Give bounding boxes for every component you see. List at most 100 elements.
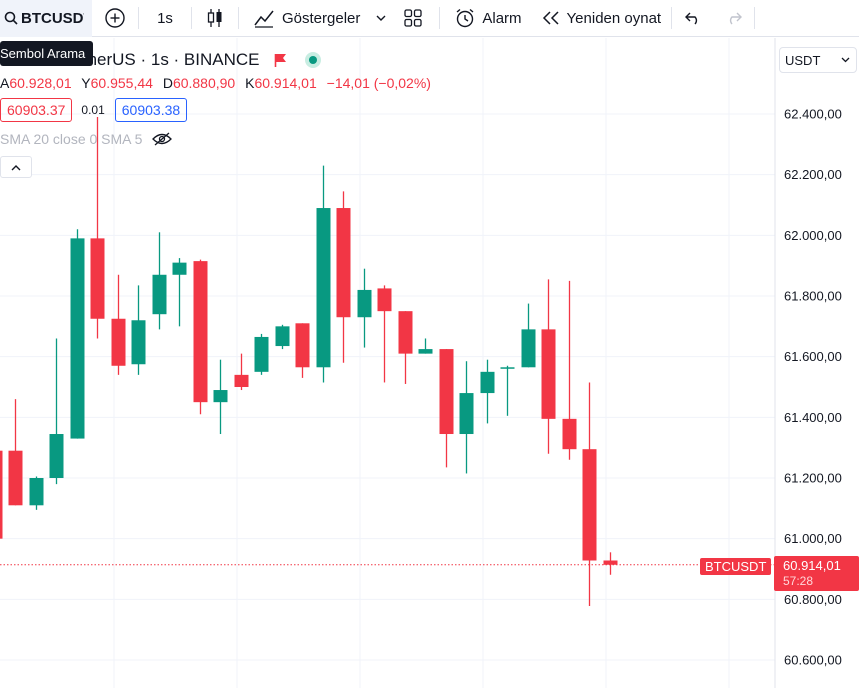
divider (439, 7, 441, 29)
high-value: 60.955,44 (90, 75, 153, 91)
indicators-button[interactable]: Göstergeler (239, 0, 366, 37)
candle[interactable] (562, 280, 577, 460)
undo-button[interactable] (672, 0, 714, 37)
candle[interactable] (521, 303, 536, 368)
indicators-dropdown-button[interactable] (366, 0, 396, 37)
candle[interactable] (172, 258, 187, 327)
candle[interactable] (90, 117, 105, 339)
eye-hidden-icon[interactable] (152, 132, 173, 146)
indicator-legend[interactable]: SMA 20 close 0 SMA 5 (0, 131, 173, 147)
flag-icon[interactable] (274, 53, 287, 67)
symbol-search-tooltip: Sembol Arama (0, 41, 94, 66)
candle[interactable] (49, 338, 64, 485)
candle-body (70, 238, 85, 439)
interval-label: 1s (157, 9, 173, 27)
candle[interactable] (541, 279, 556, 454)
price-tick-label: 61.600,00 (784, 349, 842, 364)
price-tick-label: 60.800,00 (784, 592, 842, 607)
candle[interactable] (152, 232, 167, 330)
last-price-value: 60.914,01 (783, 558, 841, 573)
sell-price-button[interactable]: 60903.37 (0, 98, 73, 122)
candle[interactable] (275, 324, 290, 350)
candle[interactable] (254, 333, 269, 375)
candle[interactable] (582, 382, 597, 607)
chevron-down-icon (841, 57, 850, 63)
candle[interactable] (193, 259, 208, 415)
candle[interactable] (316, 165, 331, 383)
candle[interactable] (111, 274, 126, 375)
close-value: 60.914,01 (254, 75, 317, 91)
chart-grid (0, 38, 775, 688)
indicator-label: SMA 20 close 0 SMA 5 (0, 131, 143, 147)
candle[interactable] (131, 285, 146, 375)
candle-body (459, 393, 474, 435)
undo-icon (684, 11, 702, 25)
alarm-icon (454, 7, 476, 29)
close-key: K (245, 75, 255, 91)
candle-body (439, 349, 454, 435)
replay-label: Yeniden oynat (566, 9, 662, 27)
divider (138, 7, 139, 29)
candle[interactable] (500, 365, 515, 416)
redo-icon (725, 11, 743, 25)
price-tick-label: 61.400,00 (784, 410, 842, 425)
layouts-icon (404, 9, 423, 27)
high-key: Y (81, 75, 91, 91)
buy-price-button[interactable]: 60903.38 (114, 98, 188, 122)
spread-value: 0.01 (81, 103, 105, 117)
price-tick-label: 61.800,00 (784, 289, 842, 304)
candle-body (213, 390, 228, 403)
alarm-button[interactable]: Alarm (440, 0, 531, 37)
candles-icon (205, 7, 225, 29)
candle[interactable] (439, 349, 454, 468)
candle-body (193, 261, 208, 403)
candle-body (500, 367, 515, 369)
currency-select[interactable]: USDT (779, 47, 857, 73)
last-price-symbol-tag: BTCUSDT (700, 558, 772, 575)
candle-body (295, 323, 310, 368)
candle-body (152, 274, 167, 315)
price-axis[interactable]: 62.400,00 62.200,00 62.000,00 61.800,00 61.6… (774, 38, 842, 688)
candle[interactable] (480, 359, 495, 424)
last-price-tag: 60.914,01 57:28 (774, 556, 859, 591)
candle[interactable] (295, 323, 310, 378)
candle[interactable] (603, 552, 618, 575)
bar-countdown: 57:28 (783, 574, 814, 588)
redo-button[interactable] (714, 0, 754, 37)
ohlc-values: A60.928,01 Y60.955,44 D60.880,90 K60.914… (0, 75, 437, 91)
open-key: A (0, 75, 10, 91)
candle[interactable] (70, 229, 85, 439)
candle[interactable] (29, 476, 44, 510)
candle[interactable] (377, 285, 392, 383)
candle-body (90, 238, 105, 319)
candle[interactable] (418, 338, 433, 354)
candle[interactable] (459, 361, 474, 474)
interval-button[interactable]: 1s (139, 0, 191, 37)
currency-label: USDT (785, 52, 821, 68)
candle[interactable] (213, 359, 228, 435)
compare-symbol-button[interactable] (92, 0, 138, 37)
candle[interactable] (336, 191, 351, 363)
candle-body (336, 208, 351, 318)
replay-button[interactable]: Yeniden oynat (532, 0, 672, 37)
chevron-down-icon (376, 15, 386, 22)
layouts-button[interactable] (396, 0, 430, 37)
candle-body (521, 329, 536, 368)
candle-body (603, 560, 618, 565)
candle-series[interactable] (0, 117, 618, 607)
candle[interactable] (234, 353, 249, 391)
market-status-icon[interactable] (304, 52, 321, 68)
candle[interactable] (8, 399, 23, 506)
candle-body (131, 320, 146, 365)
symbol-search-button[interactable]: BTCUSDT (0, 0, 92, 37)
alarm-label: Alarm (482, 9, 522, 27)
chart-type-button[interactable] (192, 0, 238, 37)
candle[interactable] (357, 268, 372, 348)
legend-collapse-button[interactable] (0, 156, 32, 178)
candle[interactable] (398, 311, 413, 384)
candle[interactable] (0, 433, 3, 585)
price-tick-label: 61.200,00 (784, 471, 842, 486)
price-tick-label: 60.600,00 (784, 653, 842, 668)
divider (671, 7, 673, 29)
